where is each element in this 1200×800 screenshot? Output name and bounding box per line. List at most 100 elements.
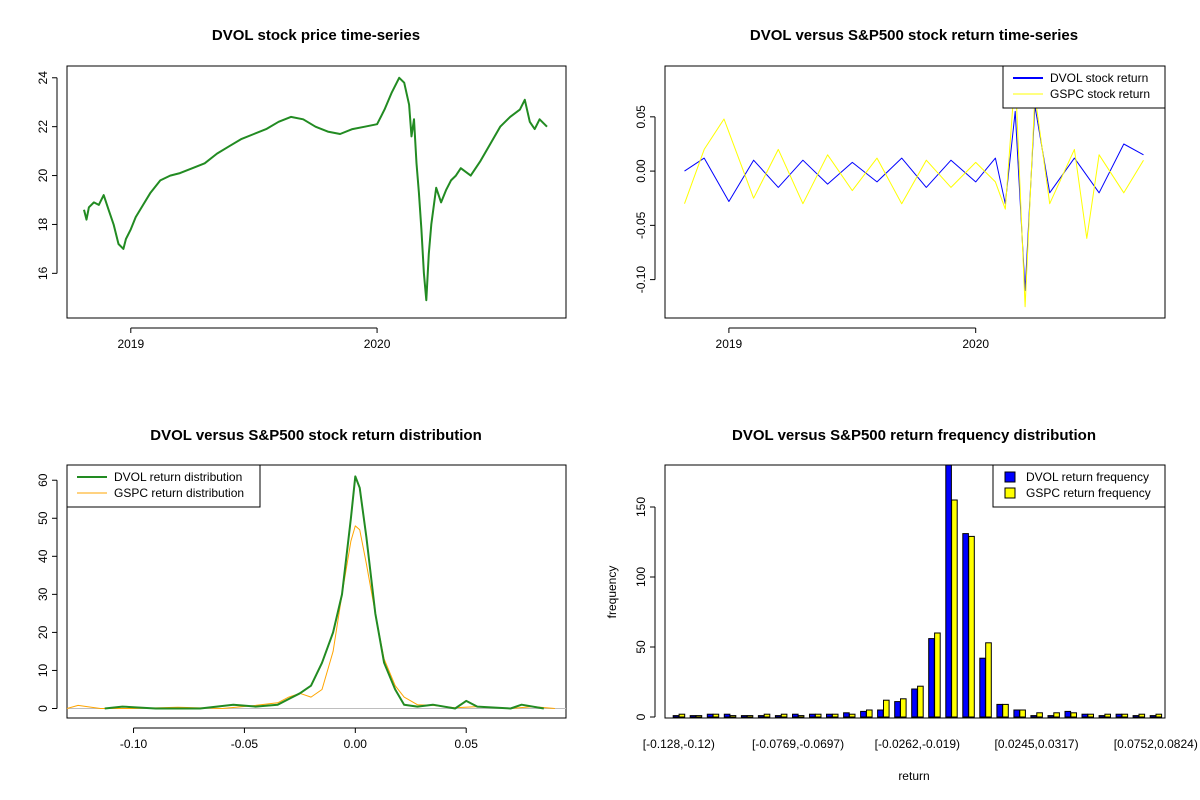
gspc-frequency-bar bbox=[1155, 713, 1163, 718]
dvol-frequency-bar bbox=[1064, 710, 1072, 718]
legend-box bbox=[66, 464, 261, 508]
dvol-frequency-bar bbox=[740, 715, 748, 718]
legend-swatch bbox=[1004, 487, 1016, 499]
gspc-frequency-bar bbox=[729, 715, 737, 718]
x-tick-label: 2019 bbox=[716, 337, 743, 351]
chart-title: DVOL versus S&P500 stock return distribu… bbox=[150, 427, 481, 444]
dvol-frequency-bar bbox=[809, 713, 816, 718]
panel-price-timeseries: DVOL stock price time-series 16 18 20 22 24 2… bbox=[36, 27, 567, 351]
plot-area: 16 18 20 22 24 2019 2020 bbox=[36, 65, 567, 351]
legend-label: GSPC return distribution bbox=[114, 486, 244, 500]
dvol-frequency-bar bbox=[774, 715, 782, 718]
dvol-frequency-bar bbox=[894, 701, 901, 718]
gspc-frequency-bar bbox=[678, 713, 686, 718]
gspc-frequency-bar bbox=[831, 713, 839, 718]
chart-title: DVOL stock price time-series bbox=[212, 27, 420, 44]
x-tick-label: [-0.0262,-0.019) bbox=[875, 737, 960, 751]
x-tick-label: 2020 bbox=[364, 337, 391, 351]
chart-title: DVOL versus S&P500 stock return time-ser… bbox=[750, 27, 1078, 44]
legend-box bbox=[992, 464, 1166, 508]
legend-box bbox=[1002, 65, 1166, 109]
x-tick-label: 2019 bbox=[117, 337, 144, 351]
gspc-frequency-bar bbox=[1019, 709, 1026, 718]
x-tick-label: -0.10 bbox=[120, 737, 148, 751]
plot-area: -0.10 -0.05 0.00 0.05 2019 2020 DVOL stock ret… bbox=[634, 65, 1166, 351]
y-tick-label: 20 bbox=[36, 169, 50, 183]
gspc-frequency-bar bbox=[1104, 713, 1112, 718]
dvol-frequency-bar bbox=[792, 713, 799, 718]
x-axis-label: return bbox=[898, 769, 929, 783]
gspc-frequency-bar bbox=[968, 535, 975, 718]
dvol-frequency-bar bbox=[1115, 713, 1123, 718]
y-tick-label: 0.00 bbox=[634, 159, 648, 183]
y-tick-label: 30 bbox=[36, 587, 50, 601]
dvol-frequency-bar bbox=[945, 464, 952, 718]
dvol-frequency-bar bbox=[689, 715, 697, 718]
gspc-frequency-bar bbox=[1087, 713, 1095, 718]
dvol-frequency-bar bbox=[1047, 715, 1055, 718]
y-tick-label: 50 bbox=[634, 640, 648, 654]
gspc-frequency-bar bbox=[1053, 712, 1060, 718]
dvol-frequency-bar bbox=[843, 712, 850, 718]
y-tick-label: 50 bbox=[36, 511, 50, 525]
legend-swatch bbox=[1004, 471, 1016, 483]
y-tick-label: 0 bbox=[36, 705, 50, 712]
dvol-frequency-bar bbox=[1149, 715, 1157, 718]
x-tick-label: 0.00 bbox=[344, 737, 368, 751]
y-tick-label: 100 bbox=[634, 567, 648, 587]
dvol-density-line bbox=[104, 475, 544, 710]
dvol-frequency-bar bbox=[996, 703, 1004, 718]
gspc-frequency-bar bbox=[746, 715, 754, 718]
dvol-frequency-bar bbox=[979, 657, 986, 718]
gspc-frequency-bar bbox=[797, 715, 805, 718]
gspc-frequency-bar bbox=[814, 713, 822, 718]
panel-return-distribution: DVOL versus S&P500 stock return distribu… bbox=[36, 427, 567, 751]
gspc-frequency-bar bbox=[1002, 703, 1009, 718]
gspc-frequency-bar bbox=[934, 632, 941, 718]
y-tick-label: -0.10 bbox=[634, 266, 648, 294]
gspc-frequency-bar bbox=[917, 685, 924, 718]
x-tick-label: [-0.0769,-0.0697) bbox=[752, 737, 844, 751]
gspc-frequency-bar bbox=[712, 713, 720, 718]
gspc-frequency-bar bbox=[1121, 713, 1129, 718]
panel-return-timeseries: DVOL versus S&P500 stock return time-ser… bbox=[634, 27, 1166, 351]
dvol-frequency-bar bbox=[1132, 715, 1140, 718]
y-tick-label: 0 bbox=[634, 713, 648, 720]
gspc-frequency-bar bbox=[848, 713, 856, 718]
y-tick-label: 150 bbox=[634, 497, 648, 517]
x-tick-label: [-0.128,-0.12) bbox=[643, 737, 715, 751]
y-tick-label: 40 bbox=[36, 549, 50, 563]
y-tick-label: 20 bbox=[36, 625, 50, 639]
plot-area: 0 10 20 30 40 50 60 -0.10 -0.05 0.00 0.05 DVOL retu… bbox=[36, 464, 567, 751]
y-tick-label: 10 bbox=[36, 663, 50, 677]
x-tick-label: 0.05 bbox=[455, 737, 479, 751]
x-tick-label: [0.0752,0.0824) bbox=[1114, 737, 1198, 751]
dvol-return-line bbox=[684, 105, 1144, 291]
dvol-frequency-bar bbox=[860, 710, 867, 718]
gspc-frequency-bar bbox=[985, 642, 992, 718]
gspc-frequency-bar bbox=[1070, 712, 1078, 718]
legend-label: DVOL stock return bbox=[1050, 71, 1148, 85]
dvol-frequency-bar bbox=[928, 638, 935, 718]
plot-area: 0 50 100 150 [-0.128,-0.12) [-0.0769,-0.0697)… bbox=[634, 464, 1198, 751]
y-tick-label: 24 bbox=[36, 71, 50, 85]
dvol-frequency-bar bbox=[1030, 715, 1038, 718]
dvol-frequency-bar bbox=[877, 709, 884, 718]
dvol-frequency-bar bbox=[1098, 715, 1106, 718]
x-tick-label: 2020 bbox=[962, 337, 989, 351]
legend-label: DVOL return distribution bbox=[114, 470, 242, 484]
gspc-frequency-bar bbox=[763, 713, 771, 718]
panel-frequency-histogram: DVOL versus S&P500 return frequency dist… bbox=[605, 427, 1198, 783]
gspc-return-line bbox=[684, 72, 1144, 308]
y-tick-label: 18 bbox=[36, 217, 50, 231]
legend-label: DVOL return frequency bbox=[1026, 470, 1149, 484]
gspc-frequency-bar bbox=[780, 713, 788, 718]
y-tick-label: 22 bbox=[36, 120, 50, 134]
price-line bbox=[83, 76, 548, 302]
gspc-frequency-bar bbox=[866, 709, 873, 718]
dvol-frequency-bar bbox=[1013, 709, 1021, 718]
plot-frame bbox=[66, 464, 567, 719]
gspc-frequency-bar bbox=[695, 715, 703, 718]
y-tick-label: -0.05 bbox=[634, 211, 648, 239]
